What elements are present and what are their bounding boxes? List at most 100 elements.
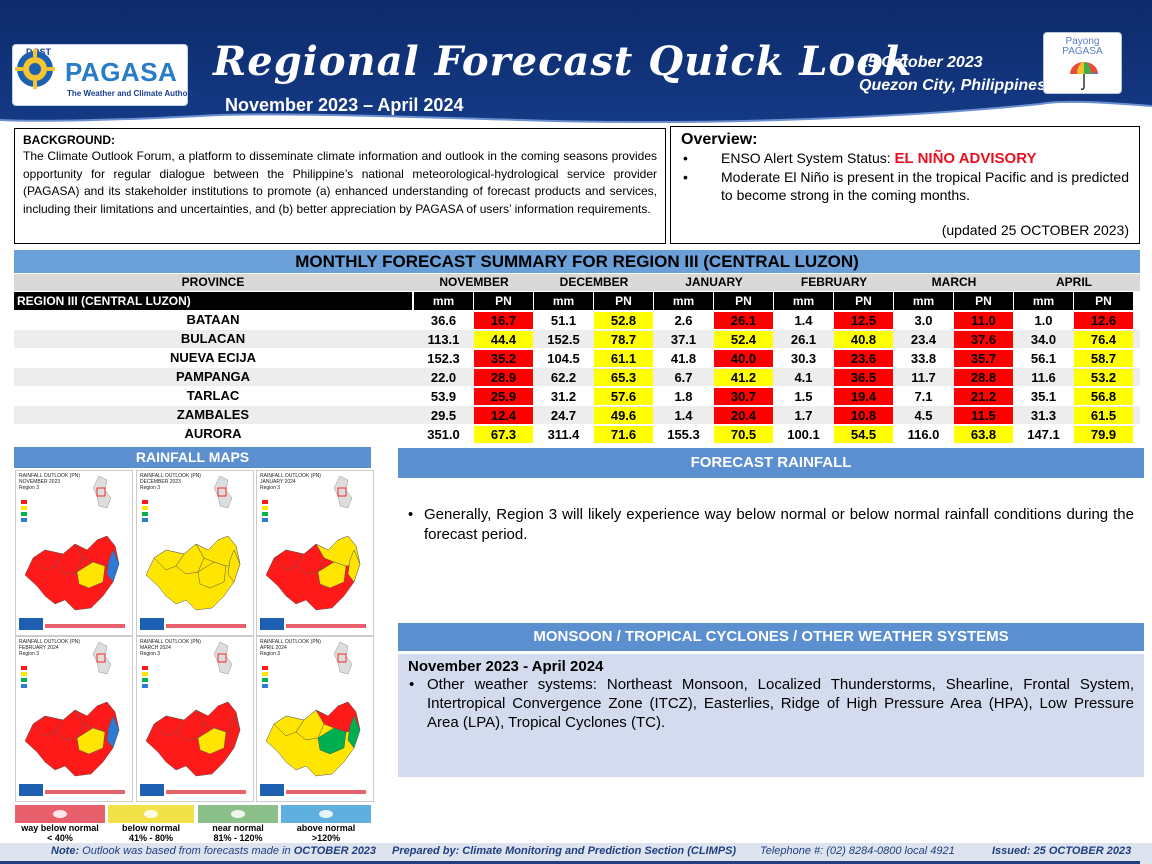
pn-value: 28.9 [474,369,533,386]
region3-map-icon [256,636,374,802]
pn-value: 49.6 [594,407,653,424]
note-month: OCTOBER 2023 [293,845,377,857]
mm-value: 1.5 [794,389,813,404]
forecast-rainfall-text: Generally, Region 3 will likely experien… [408,505,1134,545]
pn-value: 36.5 [834,369,893,386]
table-row: BATAAN 36.6 16.7 51.1 52.8 2.6 26.1 1.4 12.5 3.0 1… [14,311,1140,329]
pn-value: 52.8 [594,312,653,329]
province-name: BULACAN [180,331,246,346]
monsoon-text: Other weather systems: Northeast Monsoon… [408,675,1134,732]
pn-value: 71.6 [594,426,653,443]
map-title: RAINFALL OUTLOOK (PN) [260,473,321,479]
mm-value: 155.3 [667,427,700,442]
mm-value: 23.4 [910,332,937,347]
mm-value: 11.7 [911,370,936,385]
overview-title: Overview: [681,131,758,148]
logo-name: PAGASA [65,57,178,87]
pn-value: 35.7 [954,350,1013,367]
table-month-header: PROVINCE NOVEMBER DECEMBER JANUARY FEBRUARY… [14,274,1140,291]
pn-value: 76.4 [1074,331,1133,348]
region3-map-icon [136,470,254,636]
map-region: Region 3 [140,485,161,491]
province-header: PROVINCE [181,275,245,289]
pn-value: 57.6 [594,388,653,405]
mm-value: 6.7 [674,370,693,385]
pn-header: PN [714,292,773,310]
legend-label: above normal >120% [281,823,371,843]
table-subheader: REGION III (CENTRAL LUZON) mm PN mm PN mm PN m… [14,292,1140,310]
region3-map-icon [256,470,374,636]
mm-value: 30.3 [790,351,817,366]
pn-value: 21.2 [954,388,1013,405]
legend-range: < 40% [47,833,73,843]
pn-value: 41.2 [714,369,773,386]
region3-map-icon [136,636,254,802]
province-name: TARLAC [186,388,240,403]
month-header-april: APRIL [1056,275,1092,289]
mm-value: 29.5 [430,408,457,423]
legend-swatch [198,805,278,823]
pn-header: PN [474,292,533,310]
pn-value: 65.3 [594,369,653,386]
cloud-icon [53,810,67,818]
mm-value: 4.1 [794,370,813,385]
background-title: BACKGROUND: [23,133,115,147]
month-header-february: FEBRUARY [800,275,868,289]
mm-value: 152.5 [547,332,580,347]
mm-value: 1.8 [674,389,693,404]
region-label: REGION III (CENTRAL LUZON) [14,292,412,310]
overview-box: Overview: ENSO Alert System Status: EL N… [670,126,1140,244]
pn-header: PN [1074,292,1133,310]
mm-value: 1.4 [674,408,693,423]
mm-header: mm [414,292,473,310]
background-box: BACKGROUND: The Climate Outlook Forum, a… [14,128,666,244]
map-title: RAINFALL OUTLOOK (PN) [140,639,201,645]
mm-value: 4.5 [914,408,933,423]
month-header-december: DECEMBER [559,275,629,289]
pn-value: 63.8 [954,426,1013,443]
legend-label: way below normal < 40% [15,823,105,843]
table-row: TARLAC 53.9 25.9 31.2 57.6 1.8 30.7 1.5 19.4 7.1 2… [14,387,1140,405]
note-text: Outlook was based from forecasts made in [79,845,294,857]
table-row: PAMPANGA 22.0 28.9 62.2 65.3 6.7 41.2 4.1 36.5 11… [14,368,1140,386]
note-label: Note: [51,845,80,857]
mm-value: 41.8 [670,351,697,366]
map-region: Region 3 [260,651,281,657]
table-row: ZAMBALES 29.5 12.4 24.7 49.6 1.4 20.4 1.7 10.8 4.… [14,406,1140,424]
page-title: Regional Forecast Quick Look [213,38,913,85]
mm-value: 53.9 [430,389,457,404]
month-header-january: JANUARY [685,275,743,289]
enso-status: EL NIÑO ADVISORY [894,150,1037,167]
mm-value: 11.6 [1031,370,1056,385]
map-region: Region 3 [260,485,281,491]
page-footer: Note: Outlook was based from forecasts m… [0,843,1152,864]
mm-value: 34.0 [1030,332,1057,347]
pn-value: 52.4 [714,331,773,348]
header-banner [0,0,1152,124]
cloud-icon [144,810,158,818]
pn-value: 58.7 [1074,350,1133,367]
table-title: MONTHLY FORECAST SUMMARY FOR REGION III … [14,250,1140,273]
payong-line2: PAGASA [1062,46,1103,57]
pn-value: 53.2 [1074,369,1133,386]
mm-value: 31.2 [550,389,577,404]
pn-value: 10.8 [834,407,893,424]
map-title: RAINFALL OUTLOOK (PN) [260,639,321,645]
pn-value: 54.5 [834,426,893,443]
month-header-march: MARCH [931,275,977,289]
footer-issued: Issued: 25 OCTOBER 2023 [992,845,1132,857]
mm-value: 56.1 [1030,351,1057,366]
pn-value: 78.7 [594,331,653,348]
province-name: ZAMBALES [176,407,250,422]
mm-value: 31.3 [1030,408,1057,423]
pn-header: PN [834,292,893,310]
mm-value: 3.0 [914,313,933,328]
mm-value: 152.3 [427,351,460,366]
mm-value: 51.1 [550,313,577,328]
map-region: Region 3 [19,485,40,491]
region3-map-icon [15,636,133,802]
map-region: Region 3 [140,651,161,657]
pn-value: 61.5 [1074,407,1133,424]
rainfall-map-panel: RAINFALL OUTLOOK (PN) JANUARY 2024 Region … [256,470,374,636]
pn-value: 12.4 [474,407,533,424]
